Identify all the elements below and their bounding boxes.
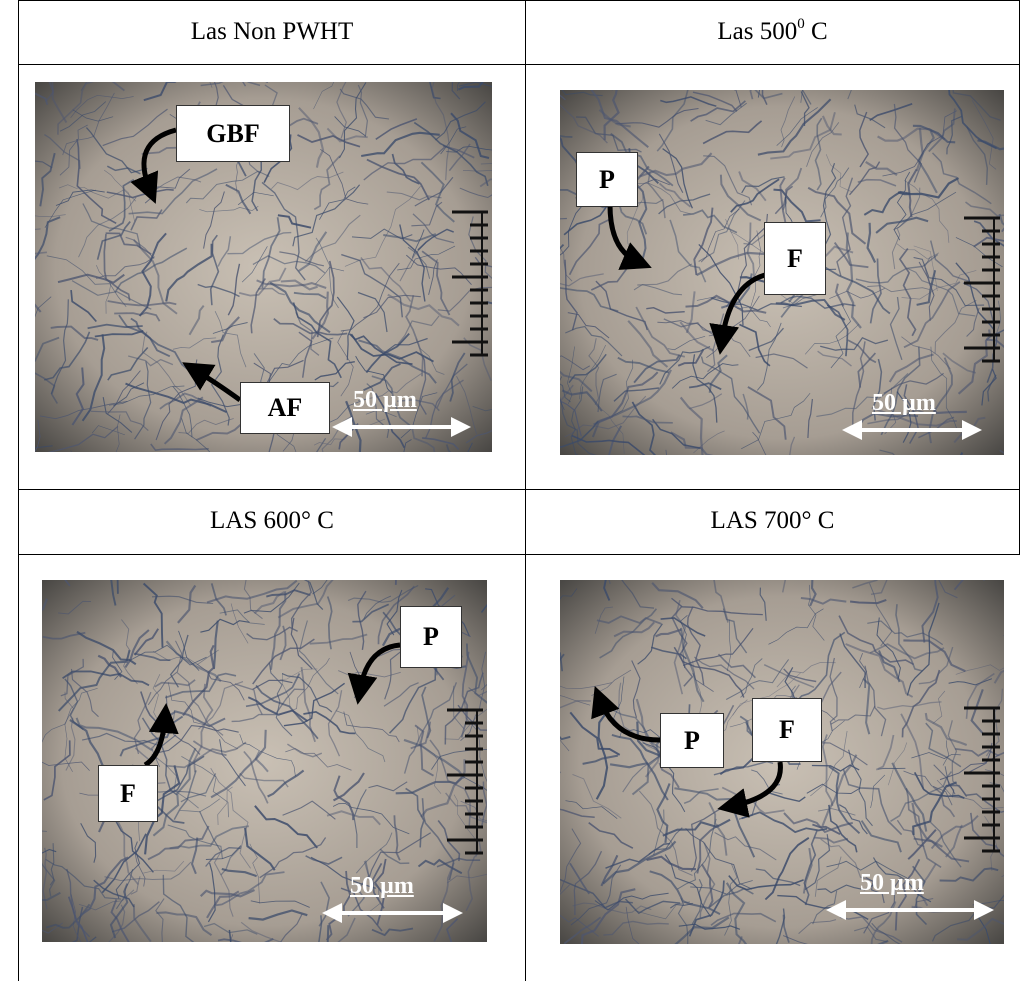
table-border xyxy=(525,0,526,981)
cell-title: LAS 600° C xyxy=(19,506,525,536)
table-border xyxy=(1019,490,1020,555)
title-text: Las 500 xyxy=(717,18,797,45)
micrograph: GBF AF 50 µm xyxy=(35,82,492,452)
title-superscript: 0 xyxy=(797,16,805,32)
micrograph: PF 50 µm xyxy=(560,580,1004,944)
phase-label: GBF xyxy=(176,105,290,162)
micrograph: P F 50 µm xyxy=(42,580,487,942)
scale-label: 50 µm xyxy=(860,870,924,897)
cell-title: Las 5000 C xyxy=(526,17,1019,47)
title-suffix: C xyxy=(805,18,828,45)
table-border xyxy=(18,0,1020,1)
table-border xyxy=(18,489,1020,490)
table-border xyxy=(18,0,19,981)
micrograph-image xyxy=(560,580,1004,944)
phase-label: F xyxy=(764,222,826,295)
phase-label: P xyxy=(660,713,724,768)
scale-label: 50 µm xyxy=(353,387,417,414)
micrograph: P F 50 µm xyxy=(560,90,1004,455)
scale-label: 50 µm xyxy=(872,390,936,417)
cell-title: Las Non PWHT xyxy=(19,17,525,47)
phase-label: AF xyxy=(240,382,330,434)
phase-label: F xyxy=(98,765,158,822)
table-border xyxy=(18,554,1020,555)
cell-title: LAS 700° C xyxy=(526,506,1019,536)
page: Las Non PWHT Las 5000 C LAS 600° C LAS 7… xyxy=(0,0,1036,981)
phase-label: P xyxy=(400,606,462,668)
table-border xyxy=(18,64,1020,65)
phase-label: F xyxy=(752,698,822,762)
scale-label: 50 µm xyxy=(350,873,414,900)
phase-label: P xyxy=(576,152,638,207)
table-border xyxy=(1019,0,1020,490)
